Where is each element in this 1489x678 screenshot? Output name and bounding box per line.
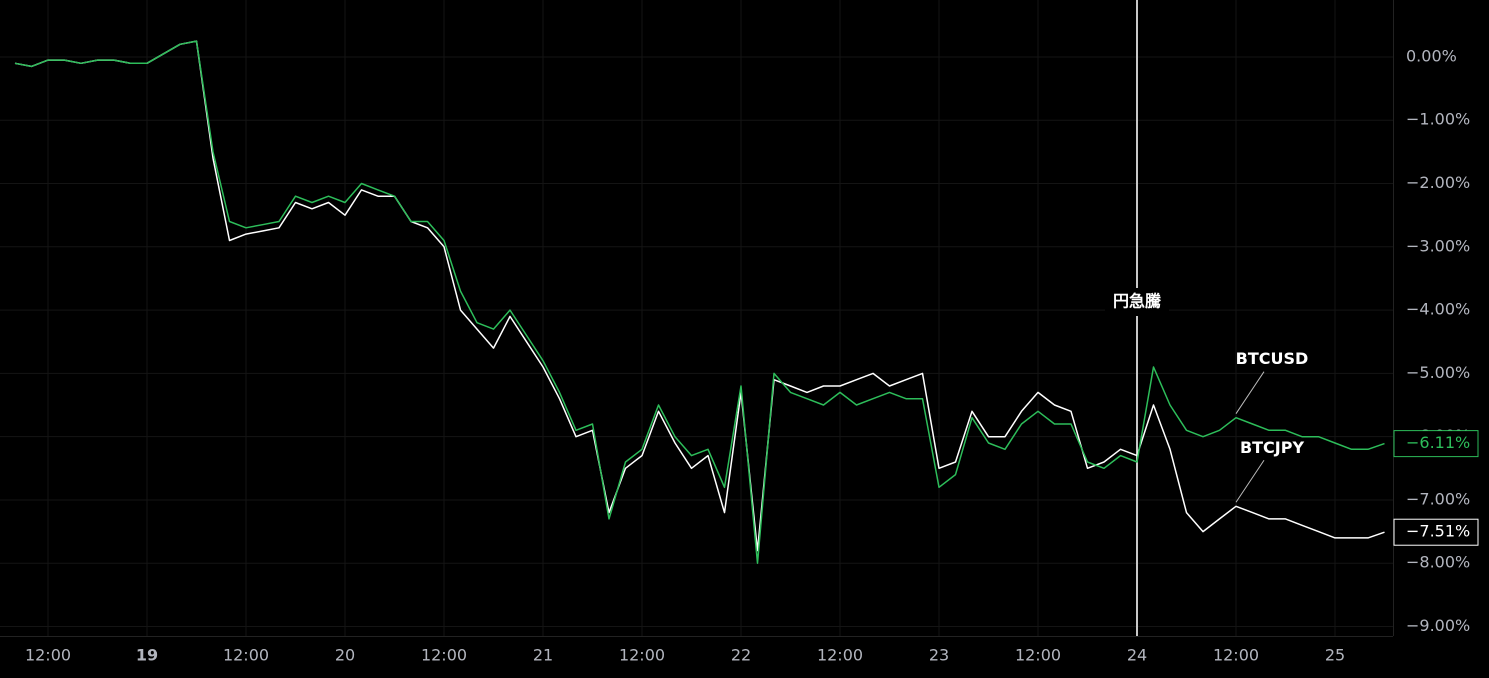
x-tick-label: 12:00 [1015, 646, 1061, 665]
leader-line [1235, 371, 1265, 414]
series-line [14, 40, 1385, 552]
x-tick-label: 12:00 [25, 646, 71, 665]
last-value-box [1393, 430, 1479, 458]
x-tick-label: 12:00 [1213, 646, 1259, 665]
x-tick-label: 20 [335, 646, 355, 665]
last-value-label: −7.51% [1406, 522, 1470, 541]
x-tick-label: 24 [1127, 646, 1147, 665]
series-label: BTCJPY [1240, 438, 1305, 457]
y-tick-label: −5.00% [1406, 363, 1470, 382]
annotation: 円急騰 [1113, 292, 1162, 311]
x-tick-label: 12:00 [619, 646, 665, 665]
series-label: BTCUSD [1236, 349, 1309, 368]
last-value-box [1393, 518, 1479, 546]
series-line [14, 40, 1385, 564]
y-tick-label: −1.00% [1406, 110, 1470, 129]
y-tick-label: 0.00% [1406, 46, 1457, 65]
x-tick-label: 12:00 [817, 646, 863, 665]
y-tick-label: −2.00% [1406, 173, 1470, 192]
x-tick-label: 21 [533, 646, 553, 665]
y-tick-label: −8.00% [1406, 553, 1470, 572]
y-tick-label: −9.00% [1406, 616, 1470, 635]
annotation-bg [1105, 288, 1169, 316]
y-tick-label: −3.00% [1406, 236, 1470, 255]
last-value-label: −6.11% [1406, 433, 1470, 452]
leader-line [1235, 459, 1265, 503]
x-tick-label: 12:00 [223, 646, 269, 665]
x-tick-label: 19 [136, 646, 158, 665]
y-tick-label: −7.00% [1406, 489, 1470, 508]
x-tick-label: 23 [929, 646, 949, 665]
y-tick-label: −4.00% [1406, 300, 1470, 319]
x-tick-label: 12:00 [421, 646, 467, 665]
x-tick-label: 25 [1325, 646, 1345, 665]
x-tick-label: 22 [731, 646, 751, 665]
